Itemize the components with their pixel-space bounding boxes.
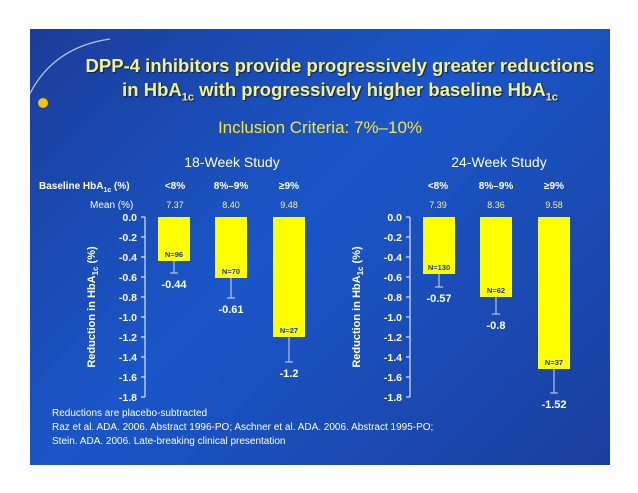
chart-1-tick-label: -1.0 — [119, 312, 137, 324]
chart-1-mean-3: 9.48 — [280, 200, 298, 210]
chart-2-category-1: <8% — [427, 181, 449, 192]
chart-2-mean-1: 7.39 — [429, 200, 447, 210]
chart-2-tick-label: -1.2 — [384, 332, 402, 344]
chart-1-n-label-1: N=96 — [165, 250, 183, 259]
mean-label: Mean (%) — [90, 200, 134, 211]
chart-1-tick-label: -0.6 — [119, 272, 137, 284]
chart-1-title: 18-Week Study — [184, 154, 280, 170]
chart-2-bar-2 — [480, 217, 512, 297]
chart-2-n-label-2: N=62 — [487, 286, 505, 295]
chart-24-week: Reduction in HbA1c (%) 0.0 -0.2 -0.4 -0.6 -0.… — [351, 212, 570, 409]
chart-1-tick-label: -0.8 — [119, 292, 137, 304]
chart-1-tick-label: -0.2 — [119, 232, 137, 244]
chart-2-tick-label: -0.4 — [384, 252, 402, 264]
chart-2-y-axis-label: Reduction in HbA1c (%) — [351, 246, 365, 368]
chart-2-mean-3: 9.58 — [545, 200, 563, 210]
title-line-1: DPP-4 inhibitors provide progressively g… — [85, 55, 595, 76]
chart-2-tick-label: -0.2 — [384, 232, 402, 244]
chart-1-category-1: <8% — [164, 181, 186, 192]
chart-2-tick-label: -1.0 — [384, 312, 402, 324]
chart-1-tick-label: -1.2 — [119, 332, 137, 344]
chart-1-value-label-1: -0.44 — [161, 279, 187, 291]
chart-2-n-label-1: N=130 — [428, 263, 450, 272]
chart-2-tick-label: -1.6 — [384, 372, 402, 384]
chart-1-value-label-3: -1.2 — [280, 368, 299, 380]
chart-1-y-axis-label: Reduction in HbA1c (%) — [86, 246, 100, 368]
chart-1-n-label-2: N=70 — [222, 267, 240, 276]
footnote-3: Stein. ADA. 2006. Late-breaking clinical… — [52, 436, 286, 447]
chart-1-y-axis-label-sub: 1c — [91, 266, 100, 275]
chart-1-y-axis-label-tail: (%) — [86, 246, 98, 267]
chart-1-tick-label: 0.0 — [122, 212, 137, 224]
chart-2-value-label-3: -1.52 — [541, 399, 566, 409]
chart-1-tick-label: -0.4 — [119, 252, 137, 264]
chart-2-value-label-1: -0.57 — [426, 293, 451, 305]
decorative-arc-line — [30, 38, 111, 95]
chart-1-tick-label: -1.4 — [119, 352, 137, 364]
slide: DPP-4 inhibitors provide progressively g… — [30, 29, 610, 465]
chart-2-tick-label: -0.8 — [384, 292, 402, 304]
chart-1-y-axis-label-main: Reduction in HbA — [86, 275, 98, 367]
chart-1-tick-label: -1.8 — [119, 392, 137, 404]
chart-2-mean-2: 8.36 — [487, 200, 505, 210]
title-line-2: in HbA1c with progressively higher basel… — [122, 79, 558, 104]
chart-2-tick-label: -1.8 — [384, 392, 402, 404]
chart-1-bar-3 — [273, 217, 305, 337]
chart-1-mean-1: 7.37 — [166, 200, 184, 210]
chart-1-category-2: 8%–9% — [213, 181, 249, 192]
chart-2-y-axis-label-sub: 1c — [356, 266, 365, 275]
chart-2-y-axis-label-main: Reduction in HbA — [351, 275, 363, 367]
footnotes: Reductions are placebo-subtracted Raz et… — [52, 407, 433, 449]
chart-1-category-3: ≥9% — [279, 181, 299, 192]
chart-2-tick-label: -0.6 — [384, 272, 402, 284]
chart-1-n-label-3: N=27 — [280, 326, 298, 335]
chart-2-tick-label: -1.4 — [384, 352, 402, 364]
footnote-2: Raz et al. ADA. 2006. Abstract 1996-PO; … — [52, 422, 434, 433]
chart-2-y-axis-label-tail: (%) — [351, 246, 363, 267]
chart-1-tick-label: -1.6 — [119, 372, 137, 384]
chart-1-bar-1 — [158, 217, 190, 261]
chart-1-bar-2 — [215, 217, 247, 278]
chart-2-category-3: ≥9% — [544, 181, 564, 192]
chart-1-mean-2: 8.40 — [222, 200, 240, 210]
chart-2-n-label-3: N=37 — [545, 358, 563, 367]
chart-2-tick-label: 0.0 — [387, 212, 402, 224]
chart-2-bar-3 — [538, 217, 570, 369]
chart-2-bar-1 — [423, 217, 455, 274]
baseline-label: Baseline HbA1c (%) — [39, 181, 130, 194]
chart-2-title: 24-Week Study — [451, 154, 547, 170]
decorative-arc — [30, 38, 111, 108]
decorative-dot — [38, 98, 48, 108]
footnote-1: Reductions are placebo-subtracted — [52, 408, 208, 419]
subtitle: Inclusion Criteria: 7%–10% — [217, 118, 423, 137]
chart-2-value-label-2: -0.8 — [487, 320, 506, 332]
chart-2-category-2: 8%–9% — [478, 181, 514, 192]
chart-18-week: Reduction in HbA1c (%) 0.0 -0.2 -0.4 -0.6 -0.… — [86, 212, 305, 404]
chart-1-value-label-2: -0.61 — [218, 304, 243, 316]
